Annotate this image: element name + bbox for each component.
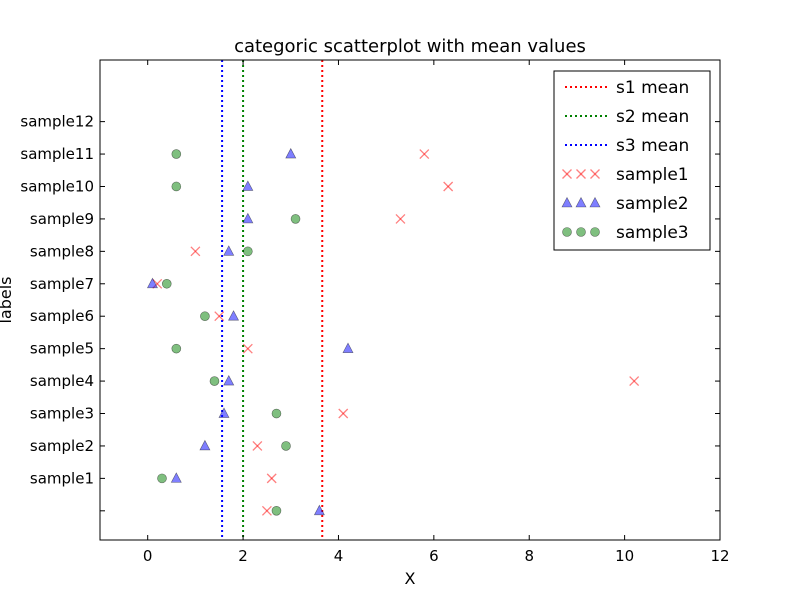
marker-stroke (338, 408, 349, 419)
legend-marker (561, 196, 573, 208)
point-sample3 (171, 181, 182, 192)
point-sample1 (419, 149, 430, 160)
marker-stroke (242, 343, 253, 354)
y-tick-label: sample9 (30, 210, 94, 228)
axes: 0 2 4 6 8 10 12 sample1 sample2 sample3 sample4 sam… (20, 59, 730, 565)
y-tick-label: sample1 (30, 469, 94, 487)
point-sample3 (271, 408, 282, 419)
point-sample3 (290, 214, 301, 224)
legend-label: s2 mean (616, 107, 689, 127)
x-axis-label: X (405, 569, 416, 588)
point-sample1 (261, 505, 272, 516)
legend-marker (576, 169, 586, 179)
marker-stroke (419, 149, 430, 160)
data-points (146, 147, 640, 516)
point-sample1 (214, 311, 225, 322)
point-sample3 (171, 343, 182, 354)
legend: s1 mean s2 mean s3 mean sample1 sample2 sampl… (553, 70, 711, 251)
y-tick-label: sample10 (20, 177, 94, 195)
marker-stroke (576, 169, 586, 179)
legend-swatch (561, 196, 601, 208)
point-sample1 (443, 181, 454, 192)
x-tick-label: 0 (143, 547, 153, 565)
legend-marker (562, 169, 572, 179)
point-sample2 (285, 147, 297, 159)
y-tick-label: sample8 (30, 242, 94, 260)
point-sample3 (161, 278, 172, 289)
mean-lines (221, 60, 324, 540)
point-sample1 (190, 246, 201, 257)
point-sample3 (200, 311, 210, 322)
y-tick-label: sample12 (20, 113, 94, 131)
legend-marker (562, 227, 572, 237)
legend-marker (590, 169, 600, 179)
marker-stroke (562, 169, 572, 179)
point-sample3 (209, 376, 220, 386)
point-sample3 (243, 246, 253, 257)
point-sample2 (170, 472, 182, 483)
y-tick-label: sample3 (30, 405, 94, 423)
chart-title: categoric scatterplot with mean values (234, 36, 586, 57)
y-axis-label: labels (0, 276, 15, 323)
y-tick-label: sample4 (30, 372, 94, 390)
point-sample2 (223, 245, 235, 256)
y-tick-label: sample2 (30, 437, 94, 455)
legend-swatch (562, 169, 600, 179)
point-sample1 (266, 473, 277, 484)
point-sample2 (242, 180, 254, 191)
marker-stroke (261, 505, 272, 516)
legend-label: sample2 (616, 194, 689, 214)
marker-stroke (252, 440, 263, 451)
point-sample2 (313, 504, 325, 516)
point-sample1 (252, 440, 263, 451)
point-sample2 (199, 439, 211, 451)
marker-stroke (443, 181, 454, 192)
legend-label: s3 mean (616, 136, 689, 156)
x-tick-label: 10 (615, 547, 634, 565)
x-tick-label: 2 (238, 547, 248, 565)
legend-label: sample1 (616, 165, 689, 185)
x-tick-label: 12 (710, 547, 729, 565)
marker-stroke (629, 376, 640, 387)
point-sample3 (271, 506, 282, 516)
point-sample2 (218, 407, 230, 418)
point-sample3 (281, 441, 291, 451)
point-sample2 (223, 374, 235, 386)
point-sample2 (146, 277, 158, 289)
point-sample1 (629, 376, 640, 387)
plot-frame (99, 59, 721, 541)
marker-stroke (266, 473, 277, 484)
y-tick-label: sample11 (20, 145, 94, 163)
point-sample2 (228, 310, 240, 321)
point-sample1 (338, 408, 349, 419)
x-tick-label: 6 (429, 547, 439, 565)
point-sample1 (242, 343, 253, 354)
marker-stroke (395, 213, 406, 224)
point-sample2 (342, 342, 354, 353)
legend-swatch (562, 227, 600, 237)
legend-box (553, 70, 711, 251)
legend-marker (589, 196, 601, 208)
legend-label: sample3 (616, 223, 689, 243)
marker-stroke (214, 311, 225, 322)
legend-label: s1 mean (616, 78, 689, 98)
marker-stroke (590, 169, 600, 179)
point-sample3 (157, 473, 167, 484)
legend-marker (590, 227, 600, 237)
legend-marker (576, 227, 586, 237)
legend-marker (575, 196, 587, 208)
point-sample1 (395, 213, 406, 224)
point-sample2 (242, 212, 254, 224)
y-tick-label: sample7 (30, 275, 94, 293)
y-tick-label: sample6 (30, 307, 94, 325)
marker-stroke (190, 246, 201, 257)
point-sample3 (171, 149, 182, 159)
x-tick-label: 8 (524, 547, 534, 565)
x-tick-label: 4 (334, 547, 344, 565)
y-tick-label: sample5 (30, 340, 94, 358)
